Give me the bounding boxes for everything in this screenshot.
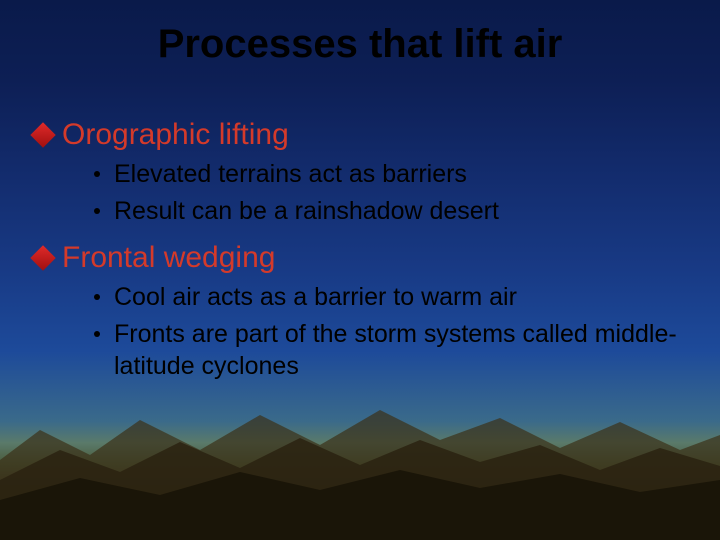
list-item-text: Cool air acts as a barrier to warm air (114, 281, 517, 314)
section-heading: Frontal wedging (62, 241, 275, 275)
section-heading-row: Frontal wedging (62, 241, 680, 275)
section-heading: Orographic lifting (62, 118, 289, 152)
diamond-bullet-icon (30, 122, 55, 147)
diamond-bullet-icon (30, 245, 55, 270)
list-item: Elevated terrains act as barriers (94, 158, 680, 191)
dot-bullet-icon (94, 171, 100, 177)
list-item: Fronts are part of the storm systems cal… (94, 318, 680, 383)
list-item-text: Fronts are part of the storm systems cal… (114, 318, 680, 383)
section-heading-row: Orographic lifting (62, 118, 680, 152)
slide: Processes that lift air Orographic lifti… (0, 0, 720, 540)
mountain-decoration (0, 400, 720, 540)
dot-bullet-icon (94, 294, 100, 300)
dot-bullet-icon (94, 208, 100, 214)
list-item-text: Elevated terrains act as barriers (114, 158, 467, 191)
slide-content: Orographic lifting Elevated terrains act… (62, 118, 680, 397)
list-item: Result can be a rainshadow desert (94, 195, 680, 228)
sub-list: Cool air acts as a barrier to warm air F… (94, 281, 680, 383)
sub-list: Elevated terrains act as barriers Result… (94, 158, 680, 227)
slide-title: Processes that lift air (0, 22, 720, 67)
list-item-text: Result can be a rainshadow desert (114, 195, 499, 228)
dot-bullet-icon (94, 331, 100, 337)
list-item: Cool air acts as a barrier to warm air (94, 281, 680, 314)
